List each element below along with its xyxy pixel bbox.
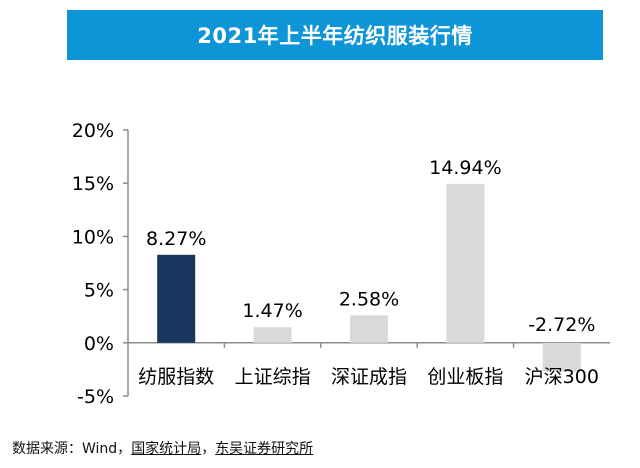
data-source-note: 数据来源：Wind，国家统计局，东吴证券研究所 [12,438,313,458]
bars [157,183,581,372]
value-label-2: 2.58% [339,288,399,310]
bar-0 [157,254,196,343]
bar-3 [446,183,485,343]
category-label-0: 纺服指数 [138,366,214,388]
y-tick-label: 5% [84,280,114,302]
y-tick-label: 20% [72,120,114,142]
category-label-1: 上证综指 [235,366,311,388]
source-bureau-link[interactable]: 国家统计局 [131,441,202,457]
y-tick-label: 0% [84,333,114,355]
source-research-link[interactable]: 东吴证券研究所 [215,441,314,457]
y-tick-label: 15% [72,173,114,195]
bar-4 [542,342,581,372]
category-label-2: 深证成指 [331,366,407,388]
y-axis: -5% 0% 5% 10% 15% 20% [72,120,610,408]
category-label-4: 沪深300 [525,366,599,388]
category-label-3: 创业板指 [427,366,503,388]
value-label-4: -2.72% [528,314,595,336]
source-prefix: 数据来源：Wind， [12,441,132,457]
value-label-3: 14.94% [429,157,501,179]
value-label-0: 8.27% [146,228,206,250]
value-label-1: 1.47% [242,300,302,322]
y-tick-label: -5% [77,386,114,408]
chart-title: 2021年上半年纺织服装行情 [197,24,473,48]
bar-1 [253,327,292,343]
bar-2 [350,315,388,343]
category-labels: 纺服指数 上证综指 深证成指 创业板指 沪深300 [138,366,599,388]
y-tick-label: 10% [72,226,114,248]
source-separator: ， [201,441,216,457]
title-banner: 2021年上半年纺织服装行情 [67,10,603,60]
value-labels: 8.27% 1.47% 2.58% 14.94% -2.72% [146,157,595,336]
